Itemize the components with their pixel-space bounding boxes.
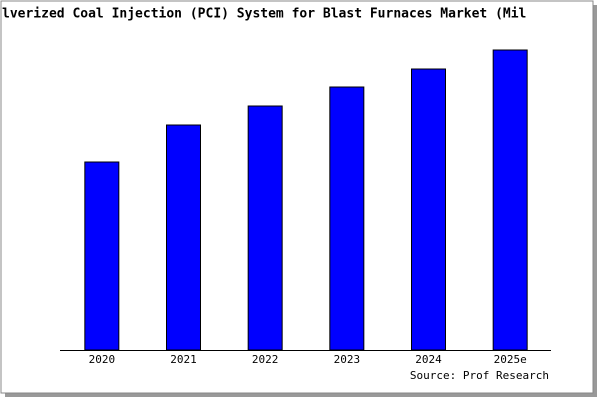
x-tick-label: 2024 [415,353,442,366]
bar [411,68,446,351]
x-tick-label: 2022 [252,353,279,366]
x-tick-label: 2023 [334,353,361,366]
bar [492,49,528,351]
x-tick-label: 2021 [170,353,197,366]
bar [84,161,120,351]
x-tick-label: 2020 [89,353,116,366]
bar [166,124,201,351]
bar [247,105,283,351]
bar [329,86,365,351]
source-note: Source: Prof Research [410,369,549,382]
x-tick-label: 2025e [494,353,527,366]
chart-title: lverized Coal Injection (PCI) System for… [2,7,526,22]
